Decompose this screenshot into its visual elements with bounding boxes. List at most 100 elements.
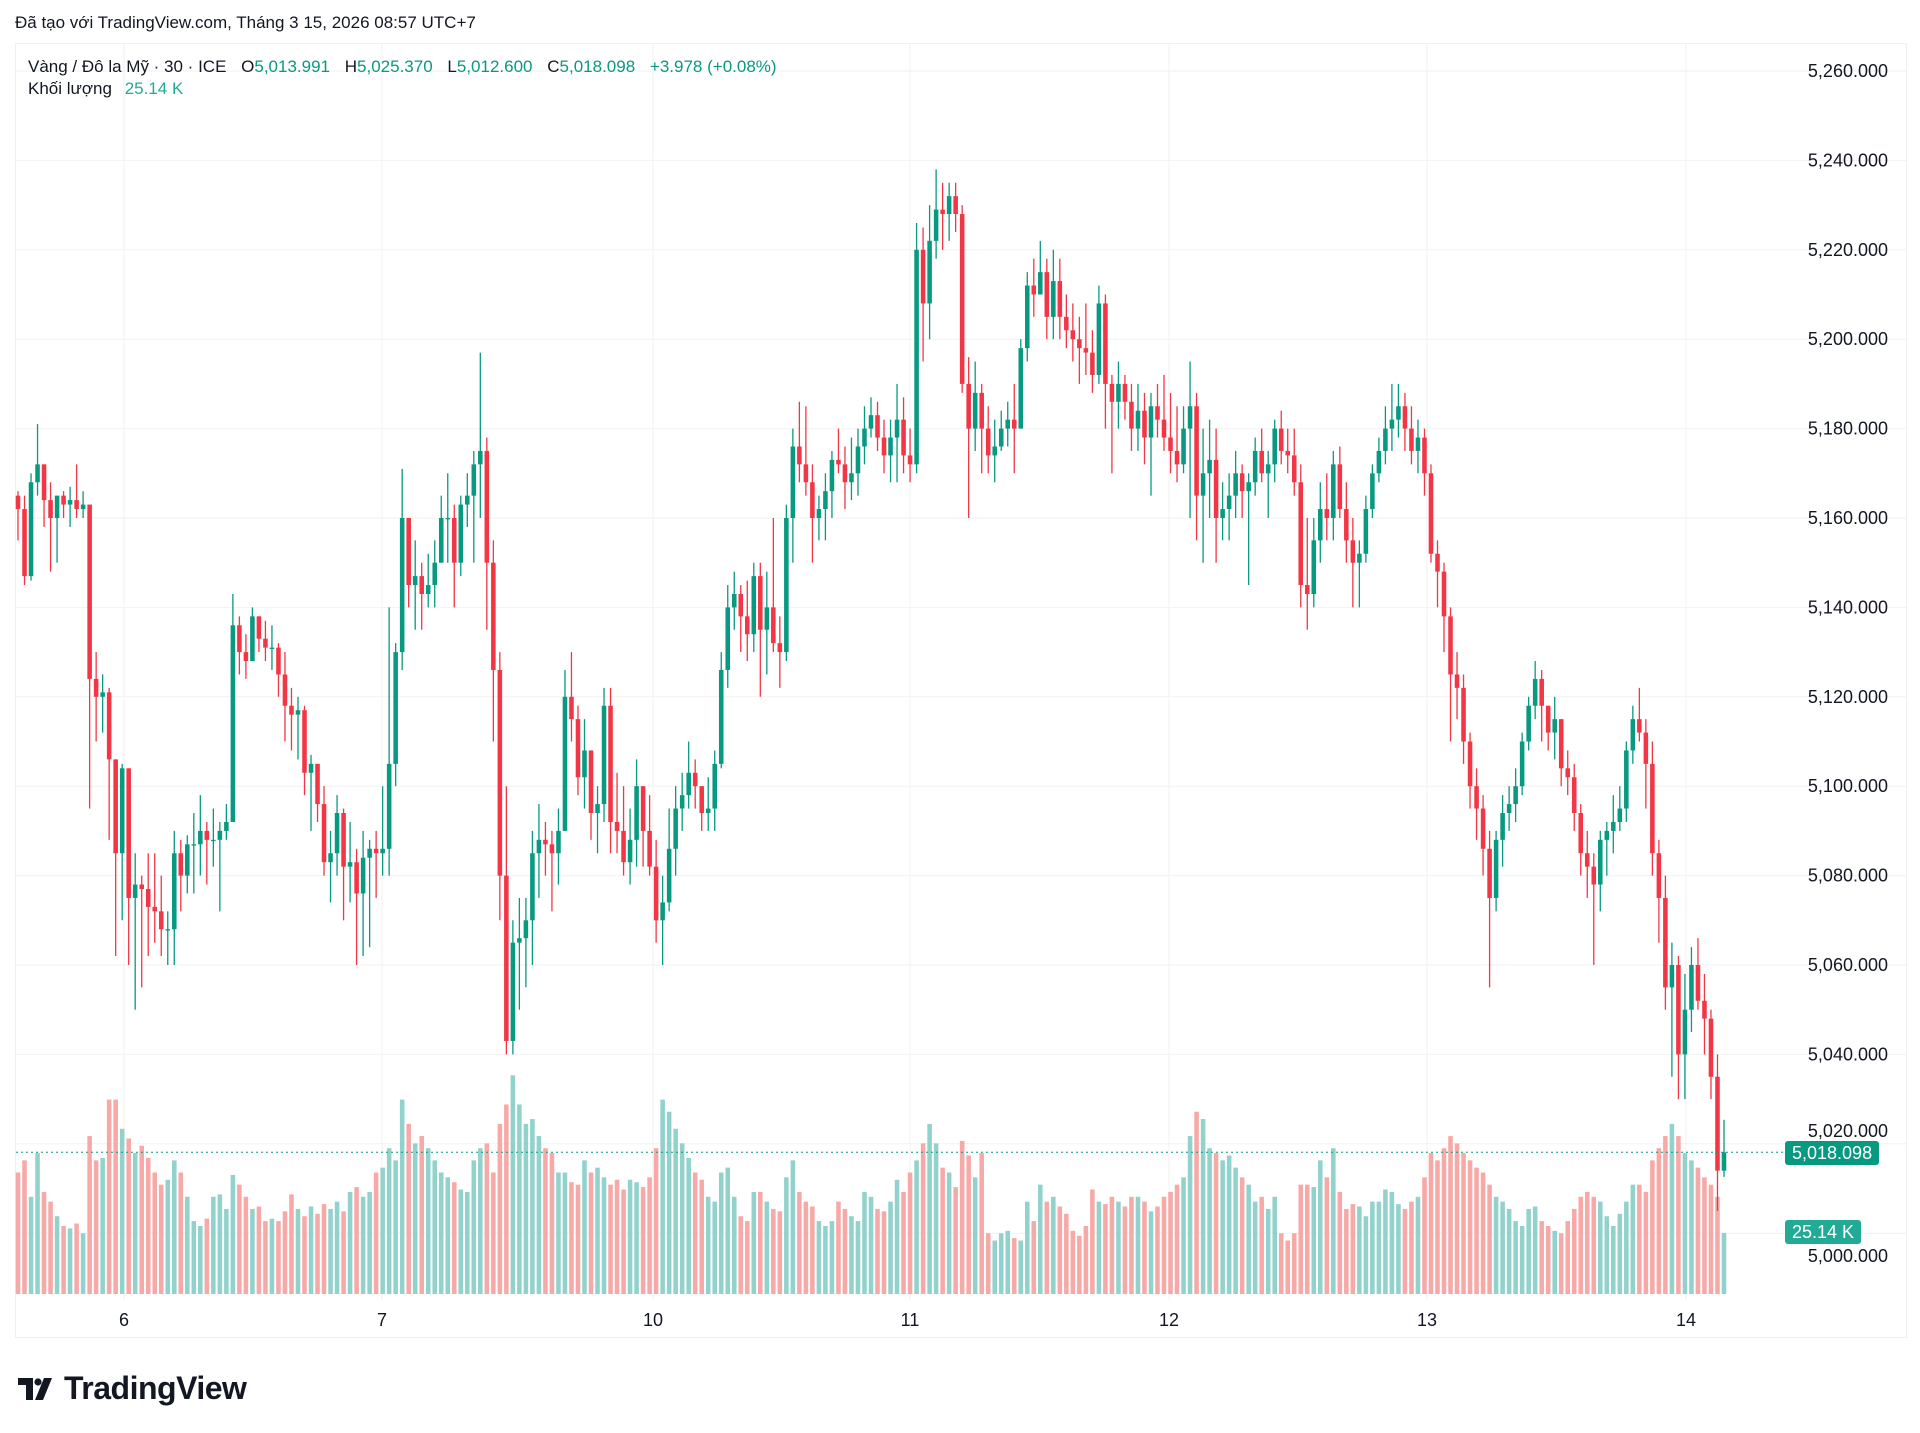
volume-bar (386, 1148, 392, 1294)
volume-bar (1428, 1153, 1434, 1294)
volume-bar (927, 1123, 932, 1294)
volume-row: Khối lượng 25.14 K (28, 78, 777, 100)
candle-body (1318, 509, 1323, 541)
volume-bar (549, 1153, 555, 1294)
volume-bar (1604, 1216, 1610, 1294)
volume-bar (881, 1211, 887, 1294)
candle-body (224, 821, 229, 831)
volume-bar (35, 1153, 40, 1294)
volume-bar (1637, 1184, 1642, 1294)
volume-bar (1200, 1119, 1206, 1294)
volume-bar (1598, 1201, 1603, 1294)
candle-body (1669, 965, 1675, 988)
candle-body (54, 495, 60, 518)
volume-bar (1233, 1167, 1238, 1294)
volume-bar (1304, 1184, 1310, 1294)
candle-body (1135, 410, 1141, 429)
volume-bar (399, 1099, 405, 1294)
volume-bar (1545, 1225, 1551, 1294)
volume-bar (745, 1221, 750, 1294)
volume-bar (165, 1179, 171, 1294)
low-label: L (447, 57, 457, 76)
volume-bar (119, 1128, 125, 1294)
candle-body (1591, 866, 1597, 885)
volume-bar (321, 1204, 327, 1294)
volume-bar (458, 1189, 464, 1294)
candle-body (1194, 406, 1199, 496)
candle-body (1064, 316, 1069, 331)
candle-body (1324, 509, 1330, 518)
volume-bar (354, 1187, 359, 1294)
volume-bar (627, 1179, 633, 1294)
candle-body (1357, 553, 1362, 563)
candle-body (1552, 719, 1557, 733)
volume-bar (126, 1138, 131, 1294)
volume-bar (1474, 1167, 1479, 1294)
candle-body (1598, 839, 1603, 885)
candle-body (1259, 450, 1264, 474)
volume-bar (816, 1221, 822, 1294)
candle-body (836, 459, 841, 465)
candle-body (1090, 352, 1095, 375)
candle-body (777, 643, 783, 653)
volume-bar (504, 1104, 509, 1294)
volume-bar (1064, 1213, 1069, 1294)
volume-bar (191, 1221, 197, 1294)
candle-body (1676, 965, 1681, 1055)
candle-body (1226, 495, 1232, 510)
tradingview-logo-icon (18, 1377, 52, 1400)
candle-body (1389, 419, 1395, 429)
candle-body (497, 669, 503, 876)
volume-bar (158, 1184, 164, 1294)
volume-bar (705, 1196, 711, 1294)
candle-body (1532, 678, 1538, 706)
volume-bar (914, 1160, 919, 1294)
candle-body (1474, 786, 1479, 809)
volume-bar (1129, 1196, 1134, 1294)
candle-body (302, 710, 307, 773)
volume-bar (595, 1167, 600, 1294)
candle-body (888, 437, 893, 456)
candle-body (1109, 383, 1115, 402)
volume-bar (484, 1143, 490, 1294)
volume-bar (653, 1148, 659, 1294)
y-tick-label: 5,160.000 (1808, 508, 1888, 528)
candle-body (1493, 839, 1499, 898)
volume-bar (80, 1233, 86, 1294)
volume-bar (1422, 1177, 1427, 1294)
volume-bar (1519, 1225, 1525, 1294)
candle-body (1558, 719, 1564, 769)
volume-bar (1207, 1148, 1212, 1294)
candle-body (263, 638, 268, 648)
volume-bar (1539, 1221, 1544, 1294)
x-tick-label: 11 (901, 1310, 920, 1330)
volume-bar (113, 1099, 118, 1294)
symbol-title[interactable]: Vàng / Đô la Mỹ · 30 · ICE (28, 57, 227, 76)
candle-body (705, 808, 711, 814)
candle-body (1578, 813, 1584, 854)
candle-body (41, 464, 47, 501)
candle-body (946, 196, 952, 215)
volume-bar (718, 1172, 724, 1294)
candle-body (992, 446, 997, 456)
candle-body (139, 884, 144, 890)
volume-bar (764, 1201, 770, 1294)
candle-body (328, 853, 333, 863)
volume-bar (1083, 1225, 1089, 1294)
volume-bar (1155, 1206, 1160, 1294)
chart-frame[interactable] (15, 43, 1907, 1338)
tradingview-logo[interactable]: TradingView (18, 1370, 247, 1407)
candle-body (979, 392, 984, 429)
volume-label[interactable]: Khối lượng (28, 79, 112, 98)
candle-body (1265, 464, 1271, 474)
change-value: +3.978 (+0.08%) (649, 57, 777, 76)
candle-body (1617, 808, 1623, 822)
candle-body (530, 853, 535, 921)
volume-bar (829, 1221, 835, 1294)
volume-bar (406, 1123, 411, 1294)
volume-bar (588, 1172, 594, 1294)
candle-body (393, 652, 398, 764)
volume-bar (204, 1218, 210, 1294)
candle-body (1350, 540, 1356, 563)
